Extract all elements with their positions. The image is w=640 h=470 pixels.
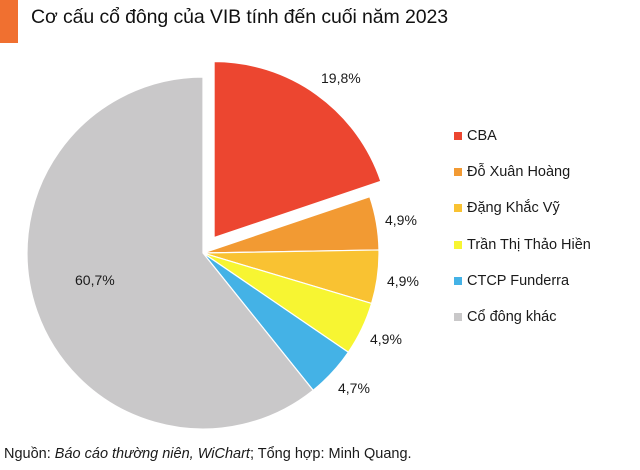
value-label-ctcp-funderra: 4,7% — [338, 380, 370, 396]
value-label-cba: 19,8% — [321, 70, 361, 86]
chart-legend: CBA Đỗ Xuân Hoàng Đặng Khắc Vỹ Trần Thị … — [454, 118, 591, 335]
legend-item-co-dong-khac: Cổ đông khác — [454, 299, 591, 335]
legend-swatch-icon — [454, 204, 462, 213]
legend-label: Cổ đông khác — [467, 309, 557, 326]
chart-title: Cơ cấu cổ đông của VIB tính đến cuối năm… — [31, 6, 448, 28]
legend-item-ctcp-funderra: CTCP Funderra — [454, 263, 591, 299]
value-label-co-dong-khac: 60,7% — [75, 272, 115, 288]
legend-label: CTCP Funderra — [467, 272, 570, 289]
legend-swatch-icon — [454, 168, 462, 177]
legend-swatch-icon — [454, 240, 462, 249]
source-note: Nguồn: Báo cáo thường niên, WiChart; Tổn… — [4, 446, 412, 462]
value-label-do-xuan-hoang: 4,9% — [385, 212, 417, 228]
legend-label: Đỗ Xuân Hoàng — [467, 164, 571, 181]
legend-item-dang-khac-vy: Đặng Khắc Vỹ — [454, 190, 591, 226]
source-suffix: ; Tổng hợp: Minh Quang. — [249, 446, 412, 462]
legend-swatch-icon — [454, 313, 462, 322]
pie-value-labels: 19,8% 4,9% 4,9% 4,9% 4,7% 60,7% — [75, 70, 419, 396]
legend-swatch-icon — [454, 132, 462, 141]
pie-slice-co-dong-khac — [26, 76, 314, 430]
legend-item-do-xuan-hoang: Đỗ Xuân Hoàng — [454, 154, 591, 190]
source-italic: Báo cáo thường niên, WiChart — [54, 446, 250, 462]
title-accent-bar — [0, 0, 18, 43]
legend-label: CBA — [467, 128, 497, 145]
value-label-dang-khac-vy: 4,9% — [387, 273, 419, 289]
legend-item-tran-thi-thao-hien: Trần Thị Thảo Hiền — [454, 227, 591, 263]
legend-swatch-icon — [454, 276, 462, 285]
legend-item-cba: CBA — [454, 118, 591, 154]
value-label-tran-thi-thao-hien: 4,9% — [370, 331, 402, 347]
source-prefix: Nguồn: — [4, 446, 55, 462]
pie-slices — [26, 60, 382, 430]
legend-label: Trần Thị Thảo Hiền — [467, 236, 591, 253]
legend-label: Đặng Khắc Vỹ — [467, 200, 560, 217]
pie-slice-cba — [213, 60, 382, 239]
